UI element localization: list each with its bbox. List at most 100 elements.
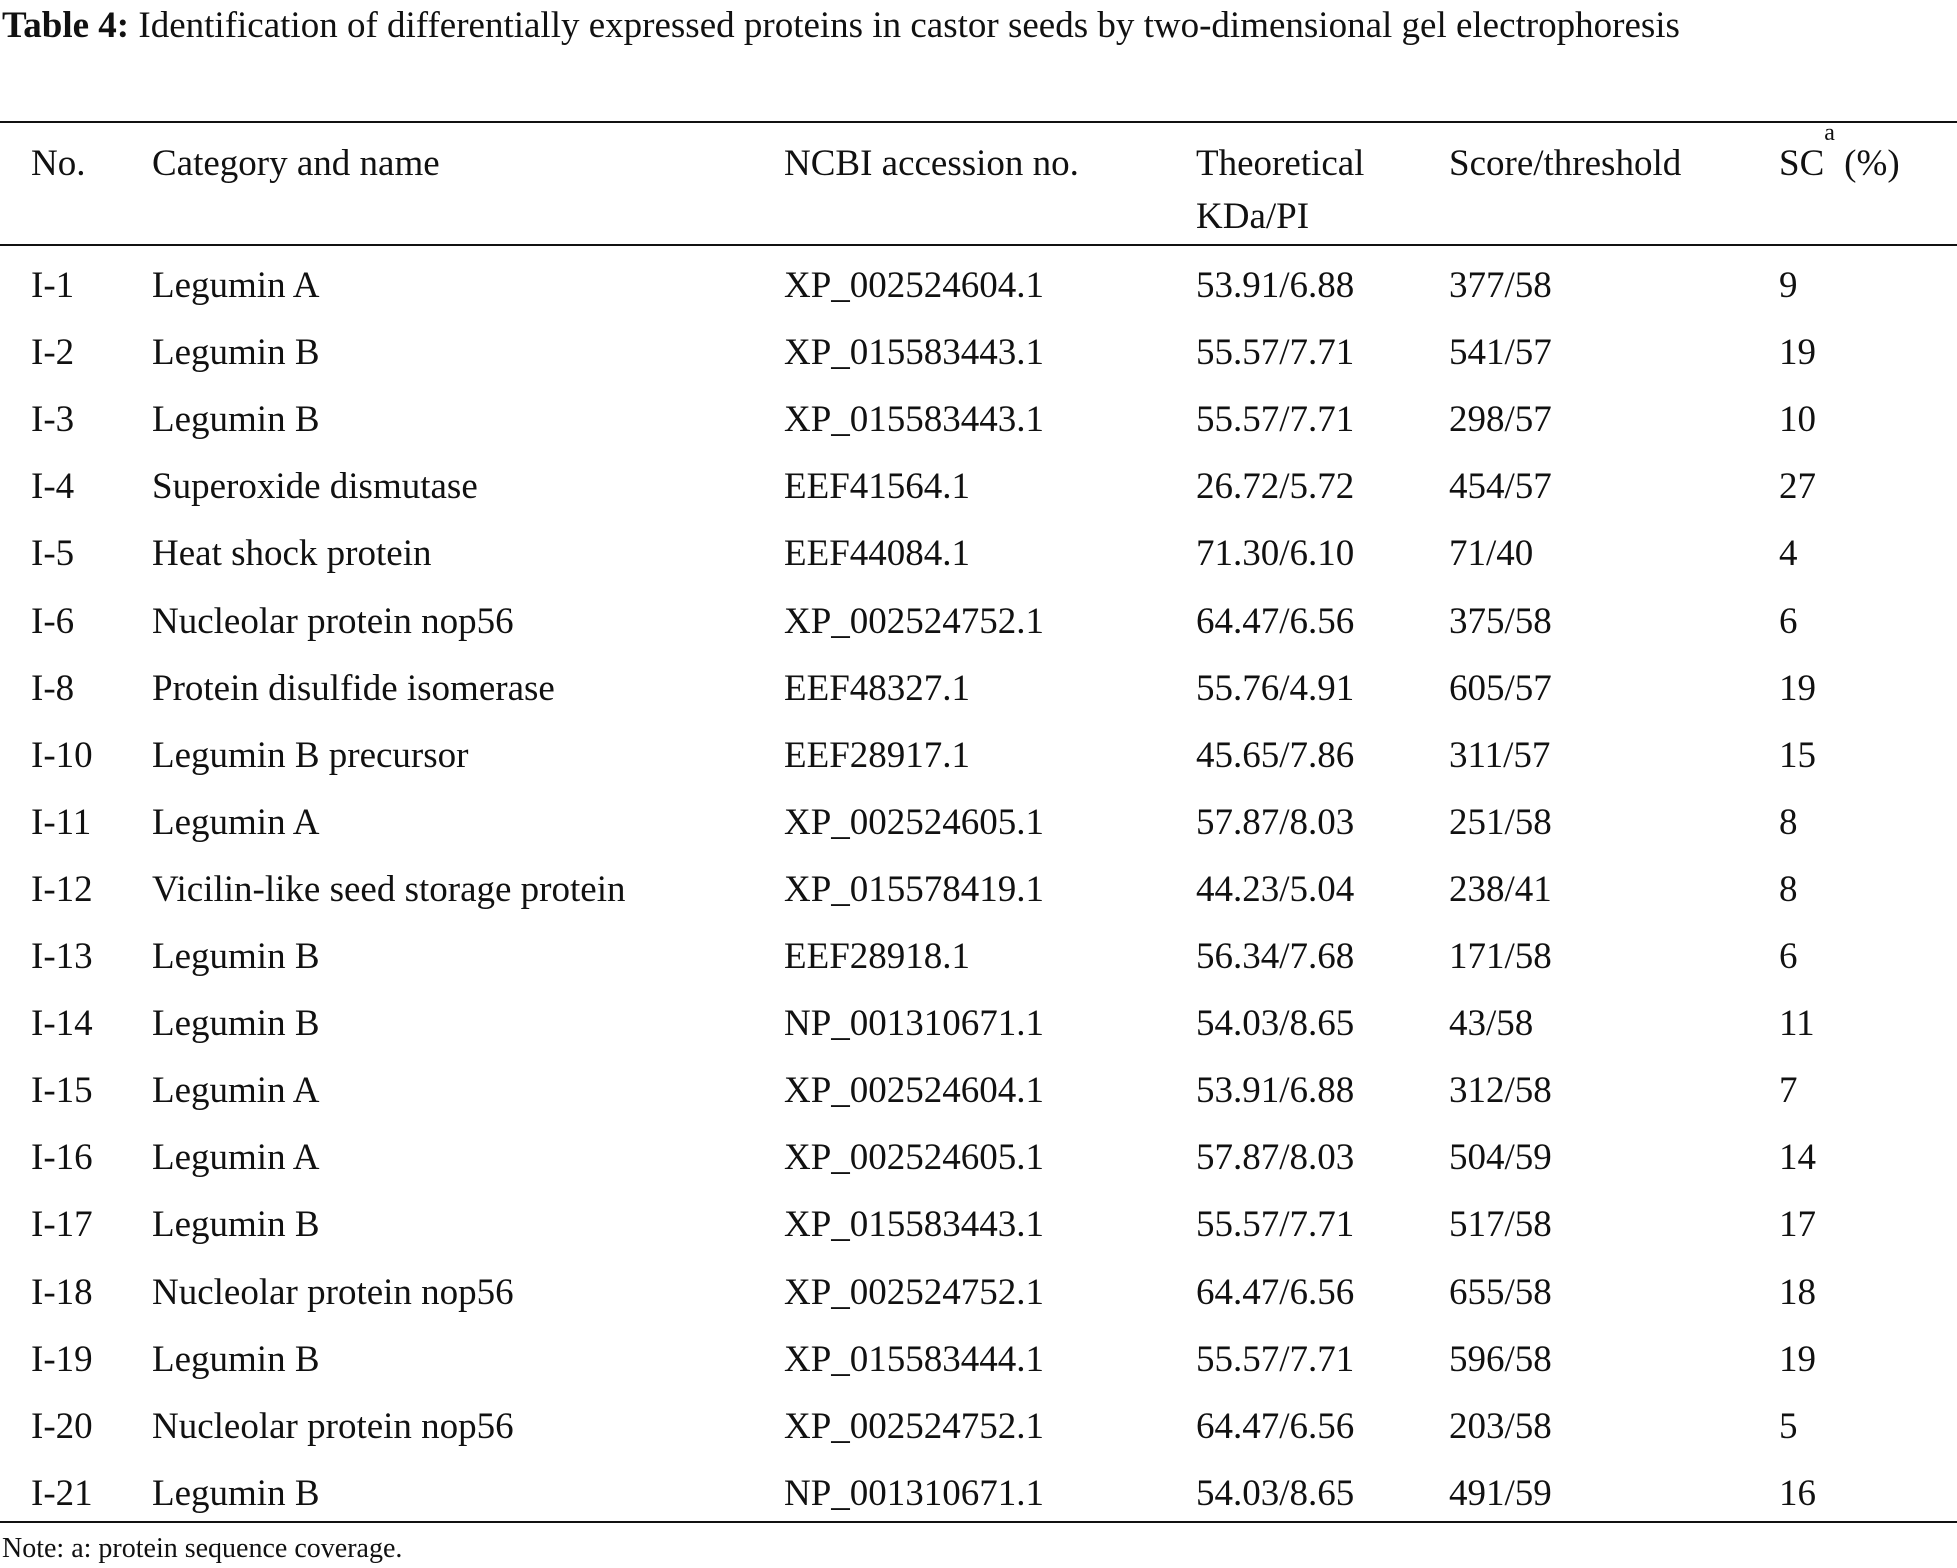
table-cell: I-15 [31, 1070, 93, 1112]
table-cell: Legumin B precursor [152, 734, 469, 776]
table-cell: XP_002524752.1 [784, 600, 1045, 642]
table-cell: I-4 [31, 466, 75, 508]
table-cell: I-1 [31, 265, 75, 306]
table-cell: 71/40 [1449, 533, 1534, 575]
table-cell: I-6 [31, 600, 75, 642]
table-cell: 4 [1779, 533, 1798, 575]
table-cell: 377/58 [1449, 265, 1552, 306]
table-cell: 55.57/7.71 [1196, 1204, 1355, 1246]
table-cell: XP_015583443.1 [784, 332, 1045, 374]
table-cell: Legumin B [152, 399, 320, 441]
table-cell: 17 [1779, 1204, 1816, 1246]
table-cell: XP_015583443.1 [784, 399, 1045, 441]
table-cell: EEF44084.1 [784, 533, 971, 575]
table-cell: 64.47/6.56 [1196, 600, 1355, 642]
column-header: Category and name [152, 143, 440, 184]
table-cell: I-11 [31, 801, 92, 843]
table-cell: Legumin A [152, 1137, 320, 1179]
table-cell: 53.91/6.88 [1196, 1070, 1355, 1112]
header-part: (%) [1834, 143, 1900, 184]
header-rule [0, 244, 1957, 246]
column-header: Theoretical KDa/PI [1196, 143, 1365, 237]
caption-label: Table 4: [2, 5, 130, 46]
table-cell: Nucleolar protein nop56 [152, 600, 514, 642]
table-cell: 11 [1779, 1003, 1815, 1045]
table-cell: Nucleolar protein nop56 [152, 1271, 514, 1313]
table-cell: 64.47/6.56 [1196, 1405, 1355, 1447]
table-cell: 16 [1779, 1472, 1816, 1514]
table-cell: Legumin B [152, 1003, 320, 1045]
table-cell: 55.57/7.71 [1196, 399, 1355, 441]
top-rule [0, 121, 1957, 123]
table-cell: NP_001310671.1 [784, 1003, 1045, 1045]
table-cell: XP_002524604.1 [784, 1070, 1045, 1112]
table-cell: Legumin B [152, 1472, 320, 1514]
table-note: Note: a: protein sequence coverage. [2, 1533, 403, 1564]
table-cell: 298/57 [1449, 399, 1552, 441]
table-cell: I-3 [31, 399, 75, 441]
table-cell: XP_015578419.1 [784, 868, 1045, 910]
table-cell: 238/41 [1449, 868, 1552, 910]
table-cell: Legumin B [152, 332, 320, 374]
table-cell: XP_002524605.1 [784, 801, 1045, 843]
table-cell: I-17 [31, 1204, 93, 1246]
header-part: a [1824, 120, 1835, 146]
table-cell: 26.72/5.72 [1196, 466, 1355, 508]
table-cell: 71.30/6.10 [1196, 533, 1355, 575]
table-cell: 251/58 [1449, 801, 1552, 843]
table-cell: Protein disulfide isomerase [152, 667, 555, 709]
table-cell: Legumin B [152, 1338, 320, 1380]
table-cell: 596/58 [1449, 1338, 1552, 1380]
table-cell: 53.91/6.88 [1196, 265, 1355, 306]
table-cell: Superoxide dismutase [152, 466, 478, 508]
table-cell: Legumin B [152, 936, 320, 977]
table-cell: 311/57 [1449, 734, 1551, 776]
table-cell: I-5 [31, 533, 75, 575]
table-cell: I-8 [31, 667, 75, 709]
table-cell: 504/59 [1449, 1137, 1552, 1179]
table-cell: 55.57/7.71 [1196, 1338, 1355, 1380]
table-cell: XP_002524604.1 [784, 265, 1045, 306]
table-cell: I-12 [31, 868, 93, 910]
table-cell: 655/58 [1449, 1271, 1552, 1313]
column-header: NCBI accession no. [784, 143, 1079, 184]
table-cell: 171/58 [1449, 936, 1552, 977]
table-cell: 19 [1779, 1338, 1816, 1380]
table-cell: NP_001310671.1 [784, 1472, 1045, 1514]
table-cell: 55.57/7.71 [1196, 332, 1355, 374]
table-cell: Legumin A [152, 265, 320, 306]
table-cell: 491/59 [1449, 1472, 1552, 1514]
table-cell: 9 [1779, 265, 1798, 306]
bottom-rule [0, 1521, 1957, 1523]
table-cell: Nucleolar protein nop56 [152, 1405, 514, 1447]
table-cell: XP_015583443.1 [784, 1204, 1045, 1246]
table-cell: 8 [1779, 801, 1798, 843]
table-cell: I-21 [31, 1472, 93, 1514]
table-cell: XP_002524752.1 [784, 1405, 1045, 1447]
table-cell: EEF28918.1 [784, 936, 971, 977]
table-cell: Heat shock protein [152, 533, 432, 575]
table-cell: XP_002524605.1 [784, 1137, 1045, 1179]
table-cell: 375/58 [1449, 600, 1552, 642]
table-cell: 10 [1779, 399, 1816, 441]
table-cell: 55.76/4.91 [1196, 667, 1355, 709]
table-cell: 203/58 [1449, 1405, 1552, 1447]
table-cell: 57.87/8.03 [1196, 1137, 1355, 1179]
column-header: No. [31, 143, 86, 184]
table-cell: 18 [1779, 1271, 1816, 1313]
table-cell: I-10 [31, 734, 93, 776]
table-cell: I-2 [31, 332, 75, 374]
caption-text: Identification of differentially express… [138, 5, 1680, 46]
table-cell: XP_015583444.1 [784, 1338, 1045, 1380]
table-cell: 54.03/8.65 [1196, 1003, 1355, 1045]
table-cell: I-16 [31, 1137, 93, 1179]
table-cell: 14 [1779, 1137, 1816, 1179]
table-cell: 312/58 [1449, 1070, 1552, 1112]
table-cell: 605/57 [1449, 667, 1552, 709]
table-cell: 44.23/5.04 [1196, 868, 1355, 910]
table-cell: Vicilin-like seed storage protein [152, 868, 626, 910]
table-cell: 57.87/8.03 [1196, 801, 1355, 843]
table-cell: 454/57 [1449, 466, 1552, 508]
table-cell: Legumin A [152, 1070, 320, 1112]
